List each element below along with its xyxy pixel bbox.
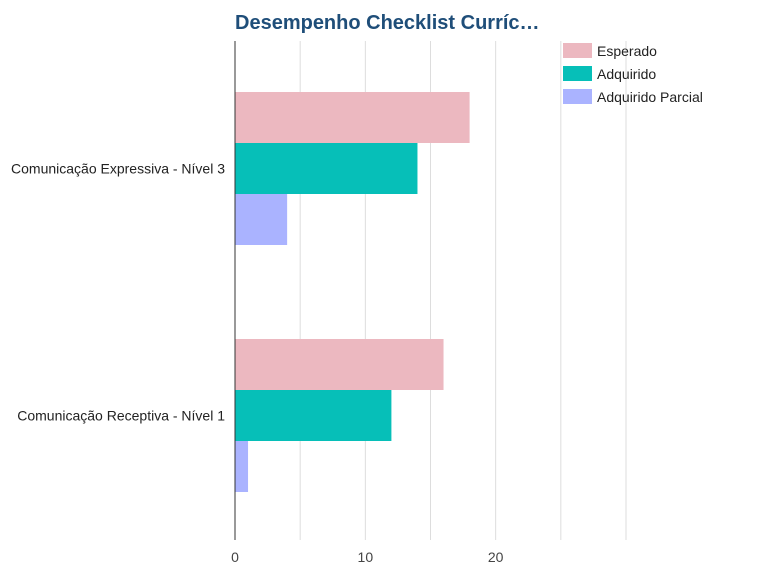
legend-label: Esperado xyxy=(597,43,657,59)
legend-swatch xyxy=(563,89,592,104)
legend-swatch xyxy=(563,43,592,58)
category-label: Comunicação Receptiva - Nível 1 xyxy=(17,408,225,424)
x-tick-label: 10 xyxy=(358,549,374,565)
legend: Esperado Adquirido Adquirido Parcial xyxy=(563,43,703,105)
legend-swatch xyxy=(563,66,592,81)
category-labels: Comunicação Expressiva - Nível 3 Comunica… xyxy=(11,161,225,424)
x-tick-label: 20 xyxy=(488,549,504,565)
chart-title: Desempenho Checklist Curríc… xyxy=(235,12,540,34)
legend-item[interactable]: Esperado xyxy=(563,43,657,59)
legend-item[interactable]: Adquirido Parcial xyxy=(563,89,703,105)
bar-esperado[interactable] xyxy=(235,92,470,143)
category-label: Comunicação Expressiva - Nível 3 xyxy=(11,161,225,177)
x-tick-labels: 0 10 20 xyxy=(231,549,504,565)
legend-label: Adquirido Parcial xyxy=(597,89,703,105)
bar-layer xyxy=(235,92,470,492)
legend-item[interactable]: Adquirido xyxy=(563,66,656,82)
x-tick-label: 0 xyxy=(231,549,239,565)
legend-label: Adquirido xyxy=(597,66,656,82)
bar-adquirido-parcial[interactable] xyxy=(235,441,249,492)
bar-esperado[interactable] xyxy=(235,339,444,390)
bar-adquirido[interactable] xyxy=(235,143,418,194)
bar-adquirido[interactable] xyxy=(235,390,392,441)
bar-adquirido-parcial[interactable] xyxy=(235,194,288,245)
